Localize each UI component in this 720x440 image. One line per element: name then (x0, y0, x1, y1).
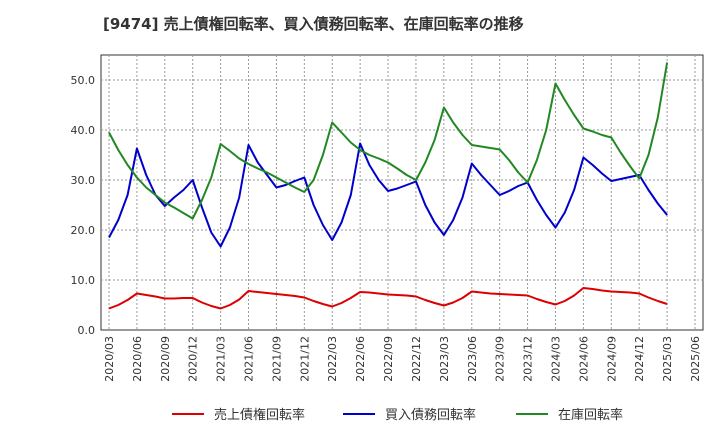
x-tick-label: 2022/03 (326, 336, 339, 382)
legend-label: 売上債権回転率 (214, 407, 305, 423)
x-tick-label: 2024/12 (633, 336, 646, 382)
x-tick-label: 2024/06 (577, 336, 590, 382)
x-tick-label: 2025/06 (689, 336, 702, 382)
y-tick-label: 0.0 (78, 324, 96, 337)
legend: 売上債権回転率 買入債務回転率 在庫回転率 (172, 407, 623, 423)
x-tick-label: 2021/12 (298, 336, 311, 382)
x-tick-label: 2022/06 (354, 336, 367, 382)
x-tick-label: 2020/03 (103, 336, 116, 382)
x-tick-label: 2024/09 (605, 336, 618, 382)
x-tick-label: 2020/09 (159, 336, 172, 382)
x-tick-label: 2024/03 (549, 336, 562, 382)
y-axis: 0.0 10.0 20.0 30.0 40.0 50.0 (71, 74, 96, 337)
y-tick-label: 10.0 (71, 274, 96, 287)
x-tick-label: 2021/06 (243, 336, 256, 382)
series-line (108, 287, 668, 310)
x-tick-label: 2023/12 (522, 336, 535, 382)
y-tick-label: 40.0 (71, 124, 96, 137)
series-lines (108, 62, 669, 310)
plot-area (100, 54, 704, 331)
x-tick-label: 2022/09 (382, 336, 395, 382)
chart-title: [9474] 売上債権回転率、買入債務回転率、在庫回転率の推移 (103, 15, 524, 33)
y-tick-label: 50.0 (71, 74, 96, 87)
x-tick-label: 2025/03 (661, 336, 674, 382)
x-tick-label: 2020/12 (187, 336, 200, 382)
legend-label: 在庫回転率 (558, 407, 623, 423)
x-tick-label: 2023/06 (466, 336, 479, 382)
legend-label: 買入債務回転率 (385, 407, 476, 423)
x-tick-label: 2021/09 (270, 336, 283, 382)
series-line (108, 142, 668, 248)
y-tick-label: 20.0 (71, 224, 96, 237)
grid-lines (101, 55, 703, 330)
series-line (108, 62, 669, 220)
y-tick-label: 30.0 (71, 174, 96, 187)
x-tick-label: 2022/12 (410, 336, 423, 382)
x-tick-label: 2020/06 (131, 336, 144, 382)
x-axis: 2020/03 2020/06 2020/09 2020/12 2021/03 2021/… (103, 336, 702, 382)
x-tick-label: 2023/09 (494, 336, 507, 382)
x-tick-label: 2023/03 (438, 336, 451, 382)
x-tick-label: 2021/03 (215, 336, 228, 382)
